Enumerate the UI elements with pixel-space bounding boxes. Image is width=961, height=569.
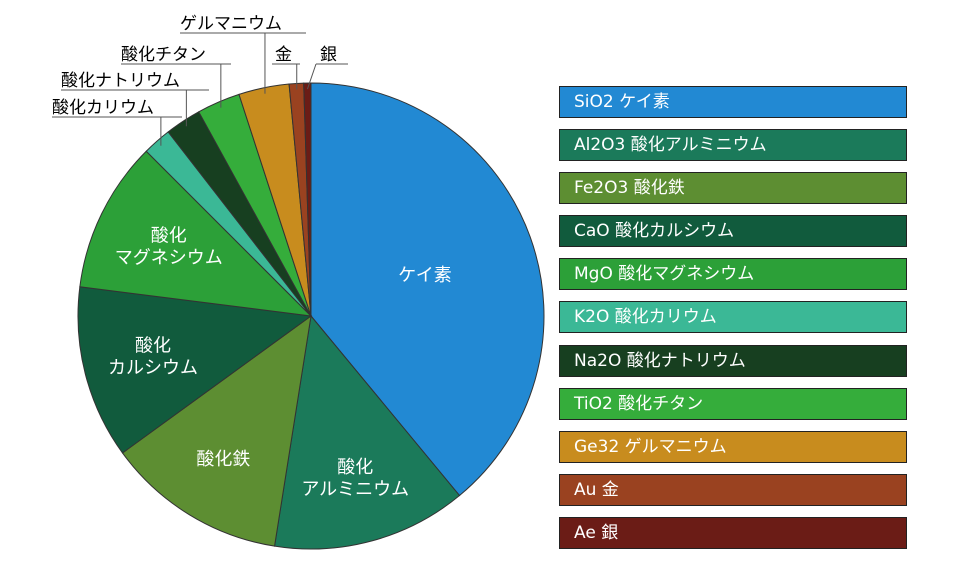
pie-label-mgo-line-2: マグネシウム xyxy=(115,247,223,268)
legend-item-5: MgO 酸化マグネシウム xyxy=(559,258,907,291)
pie-slice-sio2 xyxy=(310,82,545,497)
legend-item-1: SiO2 ケイ素 xyxy=(559,86,907,118)
legend-item-11: Ae 銀 xyxy=(559,516,907,549)
pie-label-cao-line-1: 酸化 xyxy=(135,336,171,357)
pie-label-sio2: ケイ素 xyxy=(398,265,452,286)
callout-label-tio2: 酸化チタン xyxy=(121,45,206,65)
legend-item-10: Au 金 xyxy=(559,473,907,506)
callout-label-ge: ゲルマニウム xyxy=(180,14,282,34)
callout-leader-ag xyxy=(306,63,317,90)
pie-slice-cao xyxy=(77,286,313,454)
callout-label-au: 金 xyxy=(275,45,292,65)
legend-item-7: Na2O 酸化ナトリウム xyxy=(559,344,907,377)
legend-item-9: Ge32 ゲルマニウム xyxy=(559,430,907,463)
callout-label-ag: 銀 xyxy=(320,45,337,65)
pie-label-al2o3-line-1: 酸化 xyxy=(337,457,373,478)
pie-slices xyxy=(77,82,545,550)
legend: SiO2 ケイ素 Al2O3 酸化アルミニウム Fe2O3 酸化鉄 CaO 酸化カルシ… xyxy=(559,86,907,560)
pie-label-al2o3-line-2: アルミニウム xyxy=(301,479,409,500)
pie-slice-ag xyxy=(303,82,312,317)
callout-label-na2o: 酸化ナトリウム xyxy=(61,71,180,91)
pie-label-fe2o3: 酸化鉄 xyxy=(196,449,250,470)
callout-label-k2o: 酸化カリウム xyxy=(52,98,154,118)
legend-item-8: TiO2 酸化チタン xyxy=(559,387,907,420)
pie-label-cao-line-2: カルシウム xyxy=(108,358,198,379)
legend-item-2: Al2O3 酸化アルミニウム xyxy=(559,129,907,162)
pie-label-mgo-line-1: 酸化 xyxy=(151,225,187,246)
pie-slice-fe2o3 xyxy=(121,314,312,547)
legend-item-6: K2O 酸化カリウム xyxy=(559,301,907,334)
pie-slice-mgo xyxy=(79,150,313,317)
legend-item-3: Fe2O3 酸化鉄 xyxy=(559,172,907,205)
pie-slice-al2o3 xyxy=(273,314,461,550)
legend-item-4: CaO 酸化カルシウム xyxy=(559,215,907,248)
